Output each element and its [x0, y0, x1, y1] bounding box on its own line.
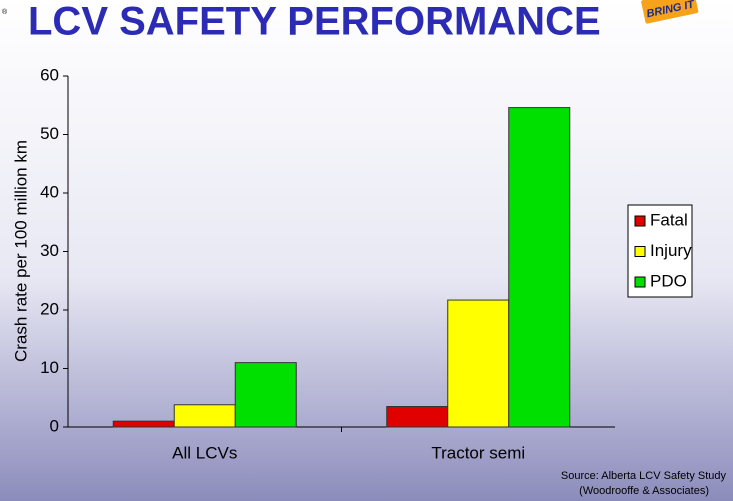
registered-mark: ®: [2, 8, 8, 16]
chart-title: LCV SAFETY PERFORMANCE: [28, 0, 601, 44]
legend-swatch: [634, 246, 646, 257]
y-tick-label: 50: [40, 124, 59, 143]
legend-label: Fatal: [650, 210, 688, 229]
x-tick-label: Tractor semi: [431, 443, 525, 462]
legend-swatch: [634, 276, 646, 288]
bar: [112, 420, 175, 428]
source-line: (Woodrooffe & Associates): [579, 485, 709, 497]
x-tick-label: All LCVs: [172, 443, 237, 462]
bar: [234, 362, 297, 428]
source-line: Source: Alberta LCV Safety Study: [561, 470, 727, 482]
bar: [447, 299, 510, 428]
legend-label: Injury: [650, 241, 692, 260]
bar: [508, 107, 571, 428]
y-axis-label: Crash rate per 100 million km: [11, 140, 30, 362]
logo: BRING IT: [639, 0, 701, 26]
y-tick-label: 30: [40, 241, 59, 260]
y-tick-label: 20: [40, 299, 59, 318]
legend-label: PDO: [650, 271, 687, 290]
logo-badge: [639, 0, 701, 26]
y-tick-label: 10: [40, 358, 59, 377]
y-tick-label: 0: [50, 416, 59, 435]
y-tick-label: 60: [40, 65, 59, 84]
legend-swatch: [634, 215, 646, 227]
y-tick-label: 40: [40, 182, 59, 201]
bar: [173, 404, 236, 428]
bar: [386, 406, 449, 428]
